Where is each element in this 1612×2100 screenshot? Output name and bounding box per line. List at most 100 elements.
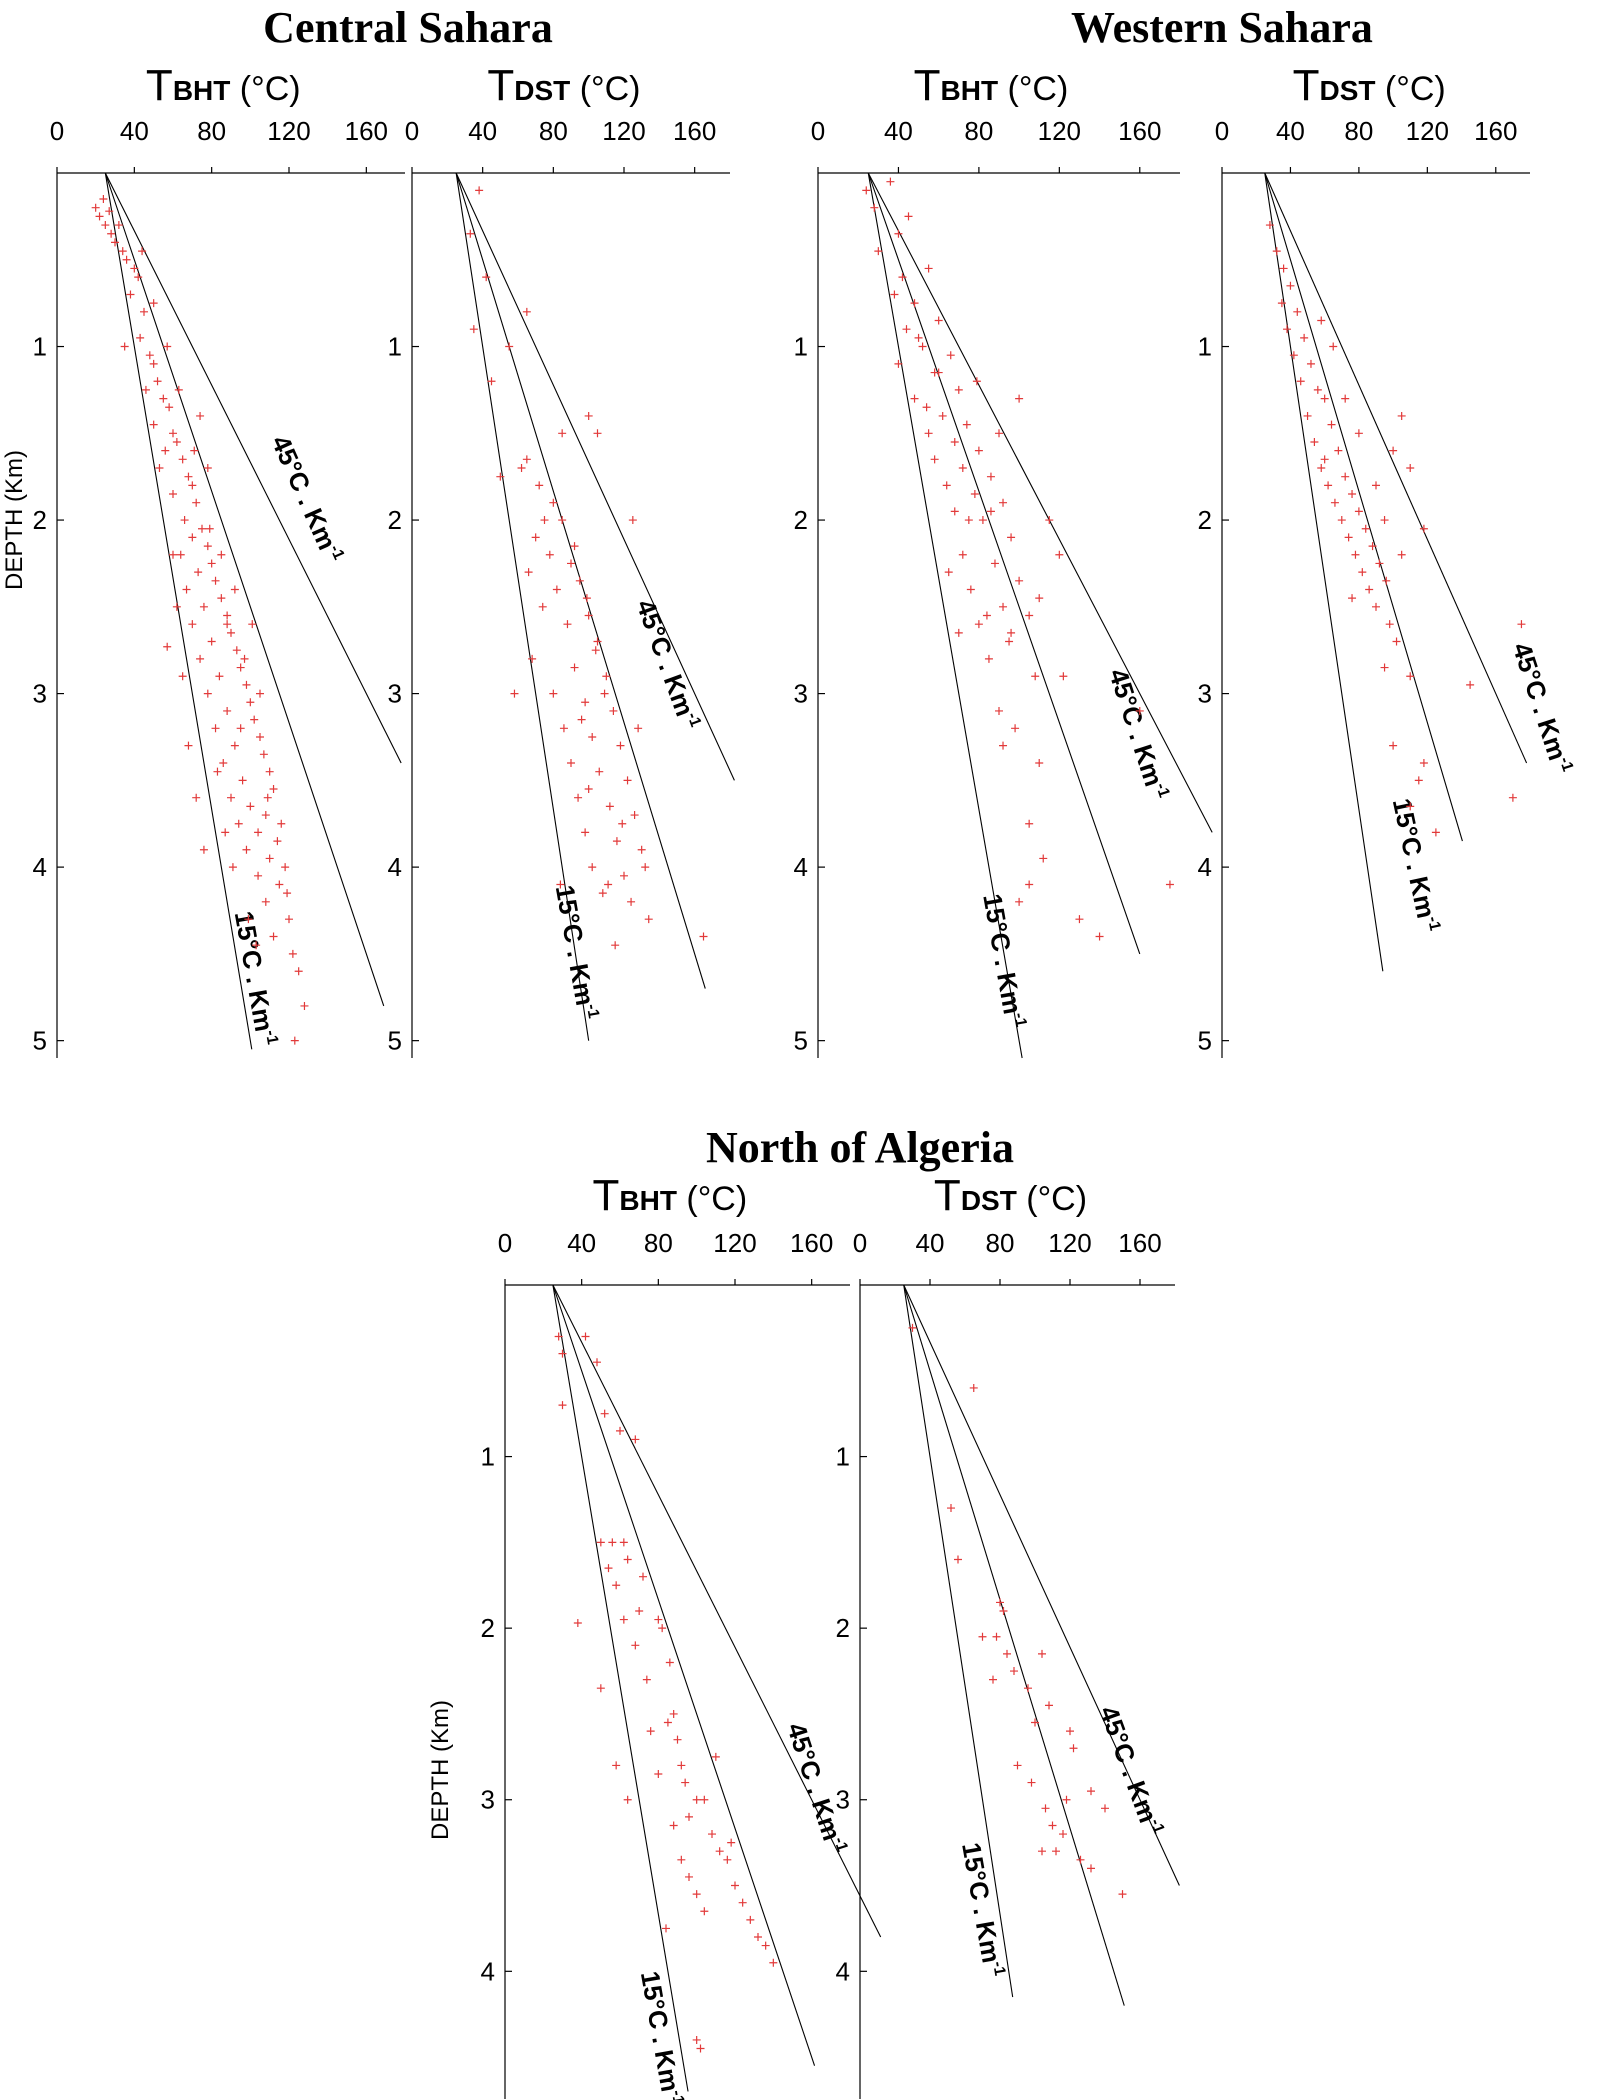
data-point [999,602,1008,611]
data-point [938,411,947,420]
data-point [1354,507,1363,516]
y-tick-label: 4 [836,1956,850,1986]
data-point [223,706,232,715]
data-point [1045,1701,1053,1710]
data-point [163,342,172,351]
data-point [559,724,568,733]
data-point [114,221,123,230]
data-point [188,533,197,542]
data-point [1025,880,1034,889]
data-point [1406,464,1415,472]
data-point [217,550,226,559]
data-point [890,290,899,299]
data-point [641,863,650,872]
data-point [1024,1684,1032,1693]
data-point [616,1426,624,1435]
x-tick-label: 120 [267,116,310,146]
data-point [598,889,607,898]
data-point [236,724,245,733]
data-point [1344,533,1353,542]
data-point [184,472,193,481]
data-point [1389,446,1398,455]
x-tick-label: 80 [1344,116,1373,146]
gradient-line-label: 15°C . Km-1 [229,909,282,1048]
y-axis-label-north-of-algeria: DEPTH (Km) [427,1700,454,1840]
data-point [665,1658,674,1667]
gradient-line-label: 15°C . Km-1 [1387,796,1445,935]
data-point [101,221,110,230]
data-point [161,446,170,455]
data-point [631,1641,640,1650]
data-point [563,620,572,629]
data-point [246,802,255,811]
data-point [294,967,303,976]
data-point [761,1941,770,1950]
data-point [574,793,583,802]
data-point [596,1538,605,1547]
data-point [211,724,220,733]
data-point [644,915,653,924]
data-point [738,1898,747,1907]
data-point [1039,854,1048,863]
data-point [942,481,951,490]
panel-title-main: T [146,61,173,110]
data-point [1025,611,1034,620]
data-point [1358,568,1367,577]
panel-title-main: T [914,61,941,110]
data-point [281,863,290,872]
gradient-line-30 [104,172,385,1007]
data-point [570,542,579,551]
y-tick-label: 4 [33,852,47,882]
data-point [1031,1718,1039,1727]
data-point [149,420,158,429]
data-point [1419,759,1428,767]
y-axis-label-central-sahara: DEPTH (Km) [1,450,28,590]
data-point [254,871,263,880]
data-point [1059,1830,1067,1839]
data-point [149,359,158,368]
x-tick-label: 120 [1038,116,1081,146]
data-point [261,897,270,906]
data-point [180,516,189,525]
data-point [731,1881,739,1890]
data-point [999,741,1008,750]
data-point [138,247,147,256]
data-point [556,880,565,889]
gradient-label-text: 45°C . Km [630,595,700,720]
data-point [581,698,590,707]
y-tick-label: 1 [1198,332,1212,362]
data-point [642,1675,651,1684]
data-point [234,819,243,828]
data-point [1293,307,1302,316]
panel-title-main: T [934,1171,961,1220]
x-tick-label: 160 [790,1228,833,1258]
data-point [1406,672,1415,681]
data-point [1059,672,1068,681]
data-point [1283,325,1292,334]
gradient-line-30 [1264,172,1463,842]
data-point [194,568,203,577]
data-point [535,481,544,490]
data-point [285,915,293,924]
data-point [111,238,119,247]
data-point [192,793,201,802]
x-tick-label: 120 [713,1228,756,1258]
y-tick-label: 5 [388,1026,402,1056]
data-point [894,229,903,238]
data-point [558,1401,567,1410]
data-point [466,229,475,238]
data-point [227,793,235,802]
data-point [250,715,259,724]
y-tick-label: 5 [1198,1026,1212,1056]
data-point [609,706,618,715]
y-tick-label: 5 [33,1026,47,1056]
gradient-line-label: 15°C . Km-1 [550,883,603,1022]
data-point [677,1761,686,1770]
data-point [902,325,911,334]
data-point [246,698,255,707]
data-point [582,594,591,603]
data-point [669,1709,678,1718]
data-point [969,1383,978,1392]
